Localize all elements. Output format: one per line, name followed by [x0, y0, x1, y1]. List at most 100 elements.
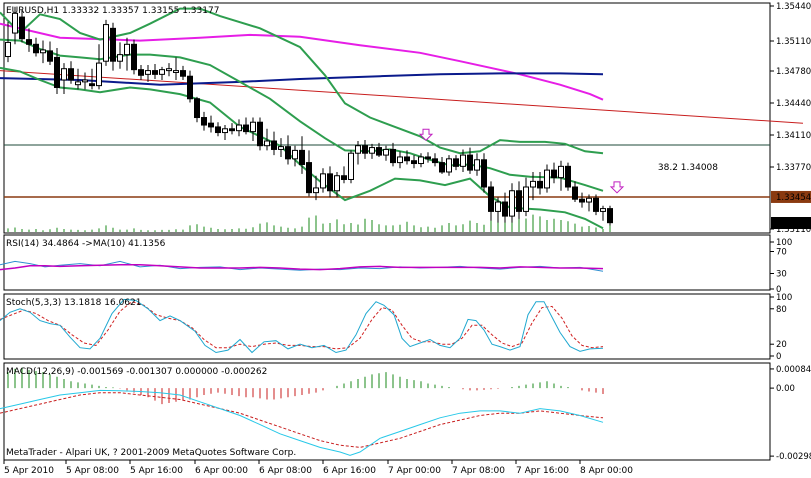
candle[interactable]: [33, 37, 39, 57]
candle[interactable]: [607, 205, 613, 226]
candle[interactable]: [439, 156, 445, 174]
candle[interactable]: [320, 168, 326, 193]
candle[interactable]: [208, 115, 214, 133]
candle[interactable]: [243, 117, 249, 135]
candle[interactable]: [103, 19, 109, 66]
candle[interactable]: [292, 145, 298, 167]
macd-tick-label: -0.00298: [776, 452, 811, 462]
candle[interactable]: [40, 40, 46, 64]
candle-body: [131, 43, 137, 71]
candle[interactable]: [313, 175, 319, 201]
rsi-pane[interactable]: RSI(14) 34.4864 ->MA(10) 41.1356: [0, 234, 771, 291]
candle[interactable]: [383, 145, 389, 161]
candle[interactable]: [236, 119, 242, 137]
candle[interactable]: [516, 181, 522, 219]
candle[interactable]: [117, 42, 123, 69]
candle[interactable]: [523, 177, 529, 217]
candle[interactable]: [593, 194, 599, 216]
candle-body: [96, 62, 102, 87]
candle[interactable]: [467, 147, 473, 174]
candle[interactable]: [278, 138, 284, 157]
candlesticks[interactable]: [5, 6, 613, 226]
candle[interactable]: [551, 162, 557, 184]
candle-body: [586, 197, 592, 203]
candle[interactable]: [474, 153, 480, 176]
candle[interactable]: [334, 171, 340, 198]
candle[interactable]: [187, 70, 193, 103]
candle[interactable]: [5, 21, 11, 63]
candle[interactable]: [61, 63, 67, 95]
candle[interactable]: [110, 22, 116, 71]
candle[interactable]: [579, 192, 585, 208]
candle[interactable]: [285, 135, 291, 165]
down-arrow-icon: [609, 181, 625, 194]
candle[interactable]: [586, 194, 592, 212]
candle[interactable]: [600, 205, 606, 221]
candle[interactable]: [173, 57, 179, 80]
candle[interactable]: [26, 28, 32, 52]
macd-pane[interactable]: MACD(12,26,9) -0.001569 -0.001307 0.0000…: [0, 362, 771, 461]
candle[interactable]: [89, 68, 95, 90]
candle[interactable]: [530, 171, 536, 201]
candle[interactable]: [271, 131, 277, 156]
candle[interactable]: [411, 155, 417, 169]
candle[interactable]: [180, 65, 186, 80]
candle[interactable]: [82, 72, 88, 90]
candle[interactable]: [194, 96, 200, 123]
candle[interactable]: [250, 117, 256, 141]
candle[interactable]: [138, 64, 144, 80]
candle[interactable]: [390, 142, 396, 167]
candle[interactable]: [446, 155, 452, 176]
candle[interactable]: [327, 166, 333, 198]
candle[interactable]: [509, 183, 515, 223]
candle[interactable]: [96, 44, 102, 90]
candle[interactable]: [306, 150, 312, 197]
candle[interactable]: [460, 149, 466, 172]
candle[interactable]: [68, 61, 74, 84]
candle[interactable]: [264, 128, 270, 151]
candle[interactable]: [558, 160, 564, 191]
candle[interactable]: [54, 48, 60, 95]
candle[interactable]: [425, 152, 431, 163]
candle[interactable]: [166, 63, 172, 77]
stoch-pane[interactable]: Stoch(5,3,3) 13.1818 16.0621: [0, 293, 771, 360]
main-background-layer: [4, 144, 770, 232]
candle[interactable]: [488, 181, 494, 221]
candle[interactable]: [502, 192, 508, 223]
candle[interactable]: [355, 141, 361, 165]
main-pane[interactable]: EURUSD,H1 1.33332 1.33357 1.33155 1.3317…: [0, 2, 804, 234]
candle[interactable]: [369, 143, 375, 159]
candle[interactable]: [152, 64, 158, 80]
candle[interactable]: [397, 151, 403, 169]
candle[interactable]: [145, 64, 151, 82]
candle[interactable]: [544, 164, 550, 193]
candle[interactable]: [299, 136, 305, 174]
candle[interactable]: [47, 41, 53, 65]
candle[interactable]: [432, 153, 438, 167]
candle[interactable]: [376, 142, 382, 157]
candle[interactable]: [222, 125, 228, 141]
candle[interactable]: [565, 162, 571, 191]
candle[interactable]: [229, 123, 235, 135]
stoch-tick-label: 0: [776, 352, 781, 362]
candle[interactable]: [124, 37, 130, 71]
candle[interactable]: [453, 155, 459, 171]
candle[interactable]: [418, 153, 424, 168]
candle[interactable]: [495, 197, 501, 223]
candle[interactable]: [362, 140, 368, 159]
candle[interactable]: [201, 111, 207, 131]
candle[interactable]: [19, 10, 25, 43]
candle[interactable]: [131, 39, 137, 75]
candle[interactable]: [404, 150, 410, 165]
candle[interactable]: [572, 181, 578, 203]
candle[interactable]: [159, 66, 165, 80]
candle[interactable]: [12, 6, 18, 45]
candle[interactable]: [348, 150, 354, 184]
candle[interactable]: [481, 153, 487, 193]
candle[interactable]: [75, 68, 81, 90]
candle[interactable]: [537, 171, 543, 195]
candle[interactable]: [215, 122, 221, 137]
candle[interactable]: [341, 166, 347, 184]
candle[interactable]: [257, 117, 263, 151]
